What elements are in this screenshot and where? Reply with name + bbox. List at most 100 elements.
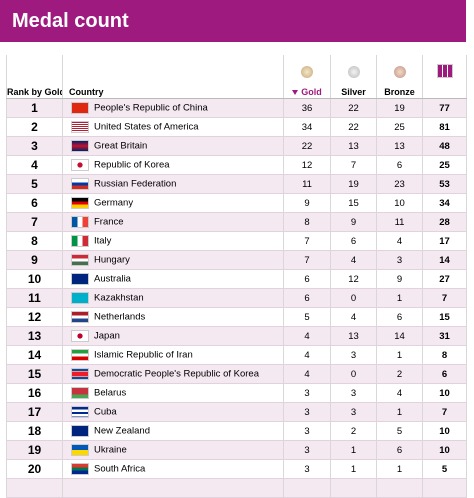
column-header: Country	[62, 85, 284, 99]
total-cell: 77	[422, 98, 467, 118]
rank-cell: 5	[6, 174, 63, 194]
total-cell: 7	[422, 402, 467, 422]
country-cell: Ukraine	[62, 440, 284, 460]
silver-cell: 0	[330, 288, 377, 308]
icon-row	[6, 55, 467, 85]
bronze-cell: 6	[376, 440, 423, 460]
silver-cell: 22	[330, 98, 377, 118]
title-bar: Medal count	[0, 0, 466, 42]
country-cell: People's Republic of China	[62, 98, 284, 118]
column-header[interactable]: Bronze	[376, 85, 423, 99]
flag	[71, 368, 89, 380]
bronze-cell: 25	[376, 117, 423, 137]
column-header[interactable]: Gold	[283, 85, 331, 99]
rank-cell: 15	[6, 364, 63, 384]
gold-cell: 6	[283, 269, 331, 289]
column-header: Rank by Gold	[6, 85, 63, 99]
flag	[71, 140, 89, 152]
header-row: Rank by Gold Country Gold Silver Bronze	[6, 85, 467, 99]
flag	[71, 235, 89, 247]
table-row: 4 Republic of Korea 12 7 6 25	[6, 155, 467, 175]
total-cell: 10	[422, 383, 467, 403]
flag	[71, 349, 89, 361]
silver-cell: 22	[330, 117, 377, 137]
country-cell: Great Britain	[62, 136, 284, 156]
total-cell: 8	[422, 345, 467, 365]
empty-cell	[330, 478, 377, 498]
bronze-cell: 23	[376, 174, 423, 194]
total-cell: 27	[422, 269, 467, 289]
gold-cell: 3	[283, 421, 331, 441]
table-row: 18 New Zealand 3 2 5 10	[6, 421, 467, 441]
flag	[71, 387, 89, 399]
bronze-cell: 2	[376, 364, 423, 384]
silver-cell: 13	[330, 136, 377, 156]
bronze-cell: 6	[376, 307, 423, 327]
country-cell: Italy	[62, 231, 284, 251]
country-cell: Netherlands	[62, 307, 284, 327]
table-row: 6 Germany 9 15 10 34	[6, 193, 467, 213]
country-name: United States of America	[94, 121, 199, 133]
table-row: 14 Islamic Republic of Iran 4 3 1 8	[6, 345, 467, 365]
country-name: Ukraine	[94, 444, 127, 456]
silver-cell: 7	[330, 155, 377, 175]
country-cell: Australia	[62, 269, 284, 289]
total-cell: 53	[422, 174, 467, 194]
country-name: Germany	[94, 197, 134, 209]
flag	[71, 178, 89, 190]
column-header[interactable]: Silver	[330, 85, 377, 99]
rank-cell: 10	[6, 269, 63, 289]
total-cell: 17	[422, 231, 467, 251]
empty-cell	[6, 478, 63, 498]
bronze-cell: 9	[376, 269, 423, 289]
silver-cell: 4	[330, 307, 377, 327]
medal-table: Rank by Gold Country Gold Silver Bronze …	[6, 55, 467, 498]
rank-cell: 4	[6, 155, 63, 175]
flag	[71, 444, 89, 456]
silver-cell: 19	[330, 174, 377, 194]
flag	[71, 102, 89, 114]
rank-cell: 7	[6, 212, 63, 232]
country-cell: United States of America	[62, 117, 284, 137]
total-cell: 34	[422, 193, 467, 213]
title: Medal count	[12, 10, 129, 32]
rank-cell: 12	[6, 307, 63, 327]
rank-cell: 17	[6, 402, 63, 422]
country-name: Hungary	[94, 254, 130, 266]
rank-cell: 13	[6, 326, 63, 346]
country-cell: South Africa	[62, 459, 284, 479]
silver-cell: 2	[330, 421, 377, 441]
country-name: Islamic Republic of Iran	[94, 349, 193, 361]
total-cell: 5	[422, 459, 467, 479]
total-cell: 81	[422, 117, 467, 137]
gold-icon	[301, 65, 313, 78]
flag	[71, 463, 89, 475]
rank-cell: 20	[6, 459, 63, 479]
gold-cell: 34	[283, 117, 331, 137]
country-name: People's Republic of China	[94, 102, 208, 114]
silver-cell: 1	[330, 440, 377, 460]
table-row: 2 United States of America 34 22 25 81	[6, 117, 467, 137]
empty-cell	[422, 478, 467, 498]
country-cell: Cuba	[62, 402, 284, 422]
total-cell: 6	[422, 364, 467, 384]
country-cell: Islamic Republic of Iran	[62, 345, 284, 365]
country-name: Cuba	[94, 406, 117, 418]
flag	[71, 121, 89, 133]
empty-cell	[62, 478, 284, 498]
flag	[71, 273, 89, 285]
gold-cell: 5	[283, 307, 331, 327]
bronze-cell: 5	[376, 421, 423, 441]
bronze-cell: 4	[376, 231, 423, 251]
country-name: Republic of Korea	[94, 159, 170, 171]
total-cell: 15	[422, 307, 467, 327]
column-header-text: Gold	[301, 86, 322, 97]
gold-cell: 3	[283, 383, 331, 403]
silver-cell: 3	[330, 345, 377, 365]
gold-cell: 3	[283, 440, 331, 460]
gold-cell: 6	[283, 288, 331, 308]
bronze-cell: 1	[376, 288, 423, 308]
gold-cell: 4	[283, 345, 331, 365]
table-row: 12 Netherlands 5 4 6 15	[6, 307, 467, 327]
